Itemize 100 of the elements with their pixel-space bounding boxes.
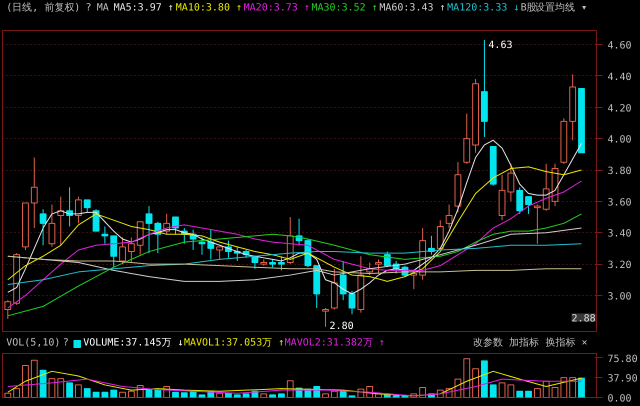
candlestick [216, 246, 224, 260]
y-tick-label: 4.60 [608, 40, 632, 52]
candlestick [146, 206, 152, 254]
candlestick [516, 186, 524, 214]
text: MA30:3.52 ↑ [311, 2, 378, 14]
candlestick [30, 156, 38, 229]
y-tick-label: 75.80 [608, 354, 638, 365]
candlestick [110, 235, 118, 268]
bar [525, 390, 532, 398]
candlestick [119, 236, 126, 265]
chart-subtitle: (日线, 前复权) [6, 2, 80, 14]
bar [578, 378, 585, 398]
bar [234, 394, 241, 398]
bar [480, 360, 488, 398]
bar [198, 394, 206, 398]
bar [110, 390, 118, 398]
text: 改参数 [472, 336, 503, 348]
y-tick-label: 37.90 [608, 374, 638, 385]
bar [278, 393, 285, 398]
y-tick-label: 3.20 [608, 260, 632, 272]
bar [472, 368, 479, 398]
bar [48, 378, 56, 398]
bar [507, 384, 514, 398]
y-tick-label: 4.40 [608, 72, 632, 83]
line-series [7, 166, 582, 282]
text: ? [85, 2, 92, 14]
candlestick [48, 204, 56, 248]
text: MAVOL2:31.382万 ↑ [284, 338, 385, 348]
text: × [582, 338, 588, 348]
line-series [7, 256, 582, 274]
text: MAVOL1:37.053万 ↑ [184, 338, 284, 348]
bar [172, 392, 179, 398]
text: MA5:3.97 ↑ [114, 2, 174, 14]
candlestick [348, 290, 356, 315]
y-tick-label: 3.00 [608, 291, 632, 302]
text: MA60:3.43 ↑ [379, 2, 446, 14]
legend-label: VOLUME:37.145万 ↓ [83, 338, 184, 348]
bar [22, 365, 29, 398]
chart-subtitle: VOL(5,10) [6, 338, 60, 348]
bar [242, 393, 250, 398]
y-tick-label: 4.20 [608, 103, 632, 114]
candlestick [278, 256, 285, 271]
bar [260, 393, 268, 398]
candlestick [322, 307, 329, 328]
bar [322, 393, 329, 398]
candlestick [463, 113, 470, 164]
bar [84, 388, 91, 398]
text: MA10:3.80 ↑ [176, 2, 242, 14]
text: 换指标 [545, 336, 576, 348]
bar [216, 392, 224, 398]
bar [534, 388, 541, 398]
text: ? [62, 338, 69, 348]
candlestick [525, 196, 532, 214]
bar [128, 390, 135, 398]
bar [419, 387, 426, 398]
text: 设置均线 ▾ [535, 2, 588, 14]
candlestick [507, 163, 514, 202]
candlestick [101, 226, 108, 244]
bar [225, 392, 232, 398]
bar [40, 370, 47, 398]
bar [66, 382, 73, 398]
candlestick [446, 204, 453, 229]
candlestick [4, 300, 12, 320]
bar [146, 389, 152, 398]
bar [498, 382, 506, 398]
text: MA20:3.73 ↑ [244, 2, 310, 14]
text: B股 [520, 2, 537, 14]
candlestick [375, 258, 382, 274]
annotation: 2.80 [330, 320, 354, 332]
bar [330, 390, 338, 398]
bar [560, 377, 568, 398]
bar [101, 392, 108, 398]
text: MA120:3.33 ↓ [447, 2, 520, 14]
bar [30, 360, 38, 398]
bar [92, 392, 100, 398]
candlestick [198, 236, 206, 256]
candlestick [40, 208, 47, 246]
bar [552, 387, 558, 398]
annotation: 4.63 [488, 40, 512, 51]
candlestick [340, 260, 347, 301]
bar [154, 390, 162, 398]
candlestick [534, 204, 541, 244]
bar [13, 388, 20, 398]
y-tick-label: 0.00 [608, 394, 632, 404]
candlestick [128, 236, 135, 264]
bar [269, 394, 276, 398]
candlestick [84, 199, 91, 213]
bar [490, 384, 497, 398]
bar [57, 378, 64, 398]
line-series [7, 378, 582, 396]
candlestick [172, 216, 179, 235]
bar [4, 392, 12, 398]
text: MA [96, 2, 109, 14]
bar [463, 358, 470, 398]
candlestick [74, 196, 82, 224]
bar [74, 384, 82, 398]
text: 加指标 [509, 336, 540, 348]
y-tick-label: 3.80 [608, 166, 632, 178]
y-tick-label: 4.00 [608, 134, 632, 146]
line-series [7, 370, 582, 396]
